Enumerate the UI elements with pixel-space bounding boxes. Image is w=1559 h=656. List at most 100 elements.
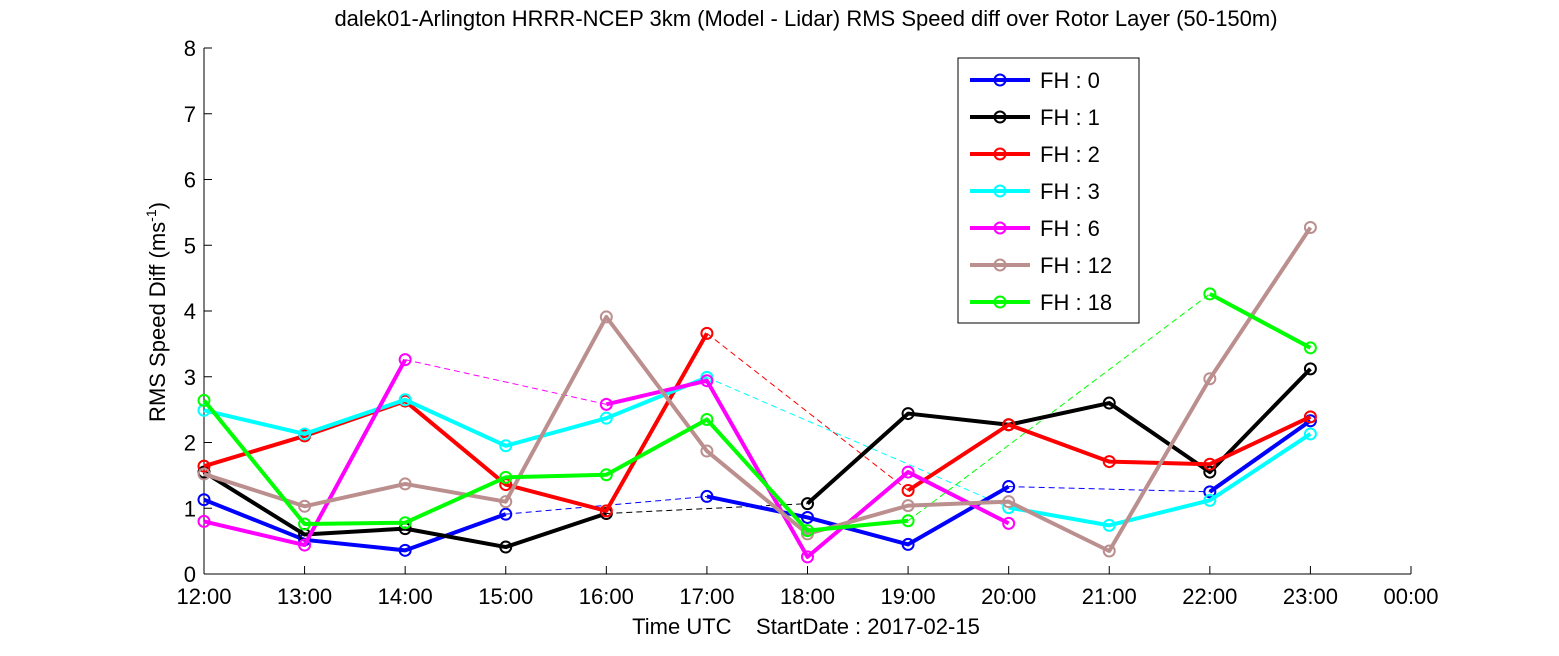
x-tick-label: 14:00 (378, 584, 433, 609)
data-point-fh-0 (1002, 480, 1016, 494)
data-point-fh-0 (398, 543, 412, 557)
data-point-fh-0 (1203, 485, 1217, 499)
data-point-fh-6 (398, 353, 412, 367)
series-fh-6 (197, 353, 1016, 564)
data-point-fh-6 (197, 514, 211, 528)
legend-label: FH : 3 (1040, 179, 1100, 204)
data-point-fh-18 (599, 468, 613, 482)
data-point-fh-2 (1102, 455, 1116, 469)
data-point-fh-18 (499, 470, 513, 484)
data-point-fh-6 (801, 550, 814, 564)
data-point-fh-1 (1303, 362, 1317, 376)
data-point-fh-6 (700, 374, 714, 388)
data-point-fh-12 (1102, 544, 1116, 558)
y-axis-label-main: RMS Speed Diff (ms (145, 222, 170, 422)
series-fh-2 (197, 326, 1317, 518)
x-tick-label: 12:00 (176, 584, 231, 609)
data-point-fh-6 (901, 465, 915, 479)
y-tick-label: 8 (184, 36, 196, 61)
data-point-fh-6 (1002, 516, 1016, 530)
data-point-fh-0 (700, 489, 714, 503)
y-tick-label: 2 (184, 431, 196, 456)
x-tick-label: 21:00 (1082, 584, 1137, 609)
data-point-fh-12 (1303, 220, 1317, 234)
series-line-fh-6 (203, 358, 407, 548)
data-point-fh-12 (1002, 495, 1016, 509)
data-point-fh-3 (1102, 518, 1116, 532)
data-point-fh-18 (398, 516, 412, 530)
data-point-fh-12 (599, 310, 613, 324)
y-axis-label: RMS Speed Diff (ms-1) (143, 202, 170, 422)
legend-item: FH : 3 (970, 179, 1100, 204)
legend-marker (993, 110, 1007, 124)
gap-connector-fh-18 (907, 293, 1211, 522)
data-point-fh-1 (801, 497, 814, 511)
legend-item: FH : 2 (970, 142, 1100, 167)
legend-item: FH : 12 (970, 253, 1112, 278)
data-point-fh-18 (700, 412, 714, 426)
series-line-fh-2 (203, 332, 709, 513)
data-point-fh-2 (1002, 418, 1016, 432)
data-point-fh-12 (700, 444, 714, 458)
series-line-fh-3 (203, 375, 708, 448)
legend-marker (993, 258, 1007, 272)
data-point-fh-0 (901, 537, 915, 551)
series-line-fh-12 (203, 226, 1313, 553)
data-point-fh-3 (499, 439, 513, 453)
data-point-fh-18 (1203, 287, 1217, 301)
series-line-fh-3 (1008, 432, 1312, 528)
data-point-fh-6 (298, 538, 312, 552)
series-lines (197, 220, 1317, 564)
y-tick-label: 1 (184, 496, 196, 521)
data-point-fh-0 (499, 507, 513, 521)
data-point-fh-1 (1102, 396, 1116, 410)
data-point-fh-18 (801, 524, 814, 538)
y-axis-label-close: ) (145, 202, 170, 209)
legend-item: FH : 6 (970, 216, 1100, 241)
y-tick-label: 5 (184, 233, 196, 258)
data-point-fh-2 (599, 504, 613, 518)
data-point-fh-3 (1203, 493, 1217, 507)
x-tick-label: 18:00 (780, 584, 835, 609)
x-tick-label: 15:00 (478, 584, 533, 609)
data-point-fh-18 (298, 517, 312, 531)
data-point-fh-3 (298, 427, 312, 441)
legend-marker (993, 73, 1007, 87)
data-point-fh-0 (197, 493, 211, 507)
y-tick-label: 6 (184, 168, 196, 193)
legend-marker (993, 184, 1007, 198)
data-point-fh-12 (901, 499, 915, 513)
series-line-fh-0 (706, 484, 1010, 547)
legend-item: FH : 1 (970, 105, 1100, 130)
gap-connector-fh-3 (706, 376, 1009, 509)
data-point-fh-18 (901, 514, 915, 528)
x-tick-label: 22:00 (1182, 584, 1237, 609)
x-axis-label: Time UTC StartDate : 2017-02-15 (632, 614, 980, 639)
data-point-fh-12 (398, 477, 412, 491)
data-point-fh-2 (1303, 410, 1317, 424)
legend-item: FH : 18 (970, 290, 1112, 315)
y-tick-label: 3 (184, 365, 196, 390)
y-tick-label: 4 (184, 299, 196, 324)
legend-label: FH : 2 (1040, 142, 1100, 167)
x-tick-label: 20:00 (981, 584, 1036, 609)
series-line-fh-18 (202, 399, 909, 533)
data-point-fh-3 (599, 411, 613, 425)
data-point-fh-0 (801, 510, 814, 524)
series-fh-18 (197, 287, 1317, 538)
x-tick-label: 19:00 (881, 584, 936, 609)
legend-label: FH : 1 (1040, 105, 1100, 130)
data-point-fh-2 (700, 326, 714, 340)
gap-connector-fh-2 (706, 332, 909, 491)
series-line-fh-2 (906, 415, 1312, 493)
data-point-fh-2 (901, 483, 915, 497)
data-point-fh-2 (197, 459, 211, 473)
chart-title: dalek01-Arlington HRRR-NCEP 3km (Model -… (334, 6, 1277, 31)
y-tick-label: 7 (184, 102, 196, 127)
y-tick-label: 0 (184, 562, 196, 587)
data-point-fh-12 (298, 499, 312, 513)
data-point-fh-6 (599, 397, 613, 411)
data-point-fh-18 (197, 393, 211, 407)
series-line-fh-18 (1208, 292, 1312, 350)
